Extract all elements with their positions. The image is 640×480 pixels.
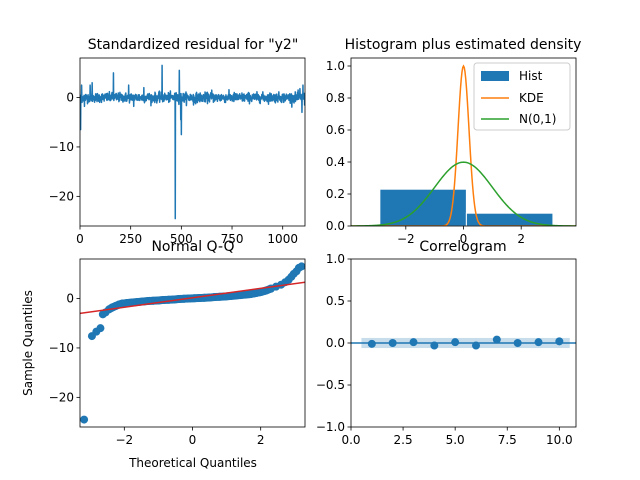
qq-x-axis-label: Theoretical Quantiles — [128, 456, 257, 470]
qq-axes-frame — [79, 258, 306, 428]
x-tick-label: 0 — [76, 232, 84, 246]
qq-panel: −2 0 20−10−20 Normal Q-Q Theoretical Quant… — [21, 239, 306, 470]
y-tick-label: 1.0 — [326, 252, 345, 266]
acf-point — [472, 341, 480, 350]
correlogram-axes-frame — [350, 258, 577, 428]
y-tick-label: −10 — [49, 140, 74, 154]
y-tick-label: −1.0 — [316, 420, 345, 434]
y-tick-label: 0 — [66, 292, 74, 306]
acf-point — [409, 338, 418, 347]
residual-series-line — [80, 64, 305, 220]
y-tick-label: 0.5 — [326, 294, 345, 308]
x-tick-label: 750 — [221, 232, 244, 246]
acf-point — [388, 339, 397, 347]
acf-point — [555, 337, 564, 346]
y-tick-label: 0.0 — [326, 336, 345, 350]
y-tick-label: 0.0 — [326, 219, 345, 233]
kde-curve — [351, 64, 576, 226]
x-tick-label: 0.0 — [341, 433, 360, 447]
legend-label-kde: KDE — [519, 91, 544, 105]
x-tick-label: 500 — [170, 232, 193, 246]
residual-panel: Standardized residual for "y2" 0 250 500 75… — [49, 37, 306, 246]
y-tick-label: 0.2 — [326, 187, 345, 201]
acf-point — [534, 338, 543, 347]
y-tick-label: −20 — [49, 390, 74, 404]
y-tick-label: 0 — [66, 91, 74, 105]
x-tick-label: 2 — [257, 433, 265, 447]
qq-title: Normal Q-Q — [151, 239, 234, 255]
y-tick-label: 0.4 — [326, 155, 345, 169]
y-tick-label: 1.0 — [326, 59, 345, 73]
x-tick-label: −2 — [397, 232, 415, 246]
x-tick-label: 5.0 — [446, 433, 465, 447]
correlogram-panel: 0.0 2.5 5.0 7.5 10.0 1.0 0.5 0.0 −0.5 −1.0 Correl… — [316, 239, 577, 447]
qq-point — [96, 324, 105, 333]
histogram-legend: Hist KDE N(0,1) — [473, 62, 571, 131]
y-tick-label: −20 — [49, 189, 74, 203]
normal-density-curve — [351, 161, 576, 226]
x-tick-label: 7.5 — [498, 433, 517, 447]
legend-swatch-hist — [481, 71, 509, 81]
correlogram-title: Correlogram — [419, 239, 506, 255]
qq-point — [80, 415, 89, 424]
x-tick-label: 0 — [189, 433, 197, 447]
acf-point — [367, 339, 376, 348]
x-tick-label: 1000 — [267, 232, 298, 246]
y-tick-label: −0.5 — [316, 378, 345, 392]
y-tick-label: 0.8 — [326, 91, 345, 105]
x-tick-label: 2.5 — [394, 433, 413, 447]
x-tick-label: −2 — [115, 433, 133, 447]
histogram-title: Histogram plus estimated density — [345, 37, 582, 53]
qq-point — [297, 262, 305, 271]
histogram-axes-frame — [350, 57, 577, 227]
qq-y-axis-label: Sample Quantiles — [21, 290, 35, 396]
legend-label-normal: N(0,1) — [519, 112, 556, 126]
x-tick-label: 10.0 — [546, 433, 573, 447]
residual-title: Standardized residual for "y2" — [88, 37, 299, 53]
histogram-panel: Histogram plus estimated density −2 0 2 0.0… — [326, 37, 581, 246]
x-tick-label: 2 — [517, 232, 525, 246]
y-tick-label: −10 — [49, 341, 74, 355]
acf-point — [451, 338, 460, 347]
legend-label-hist: Hist — [519, 69, 543, 83]
x-tick-label: 250 — [119, 232, 142, 246]
qq-reference-line — [80, 281, 305, 315]
x-tick-label: 0 — [460, 232, 468, 246]
residual-axes-frame — [79, 57, 306, 227]
y-tick-label: 0.6 — [326, 123, 345, 137]
acf-point — [513, 339, 522, 347]
acf-point — [492, 335, 501, 344]
acf-point — [430, 341, 439, 350]
